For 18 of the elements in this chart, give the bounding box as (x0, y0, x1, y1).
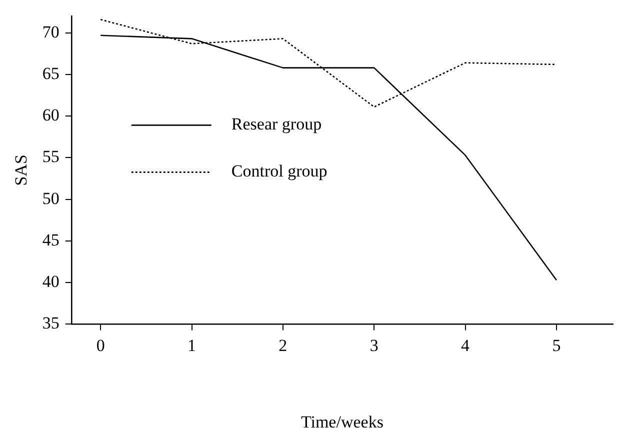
legend-label: Resear group (231, 114, 322, 134)
x-tick-label: 5 (552, 336, 561, 355)
y-tick-label: 65 (42, 64, 60, 83)
y-tick-label: 60 (42, 106, 60, 125)
x-tick-label: 4 (461, 336, 470, 355)
x-tick-label: 2 (278, 336, 288, 355)
y-tick-label: 70 (42, 22, 60, 42)
y-tick-label: 45 (42, 230, 60, 250)
y-tick-label: 40 (42, 272, 60, 292)
x-tick-label: 1 (188, 336, 196, 355)
y-tick-label: 55 (42, 147, 60, 166)
legend-label: Control group (231, 162, 328, 181)
y-tick-label: 50 (42, 188, 60, 208)
x-axis-title: Time/weeks (300, 412, 384, 432)
x-tick-label: 3 (370, 336, 378, 355)
y-axis-title: SAS (12, 154, 31, 186)
y-tick-label: 35 (42, 314, 60, 333)
x-tick-label: 0 (96, 336, 105, 355)
